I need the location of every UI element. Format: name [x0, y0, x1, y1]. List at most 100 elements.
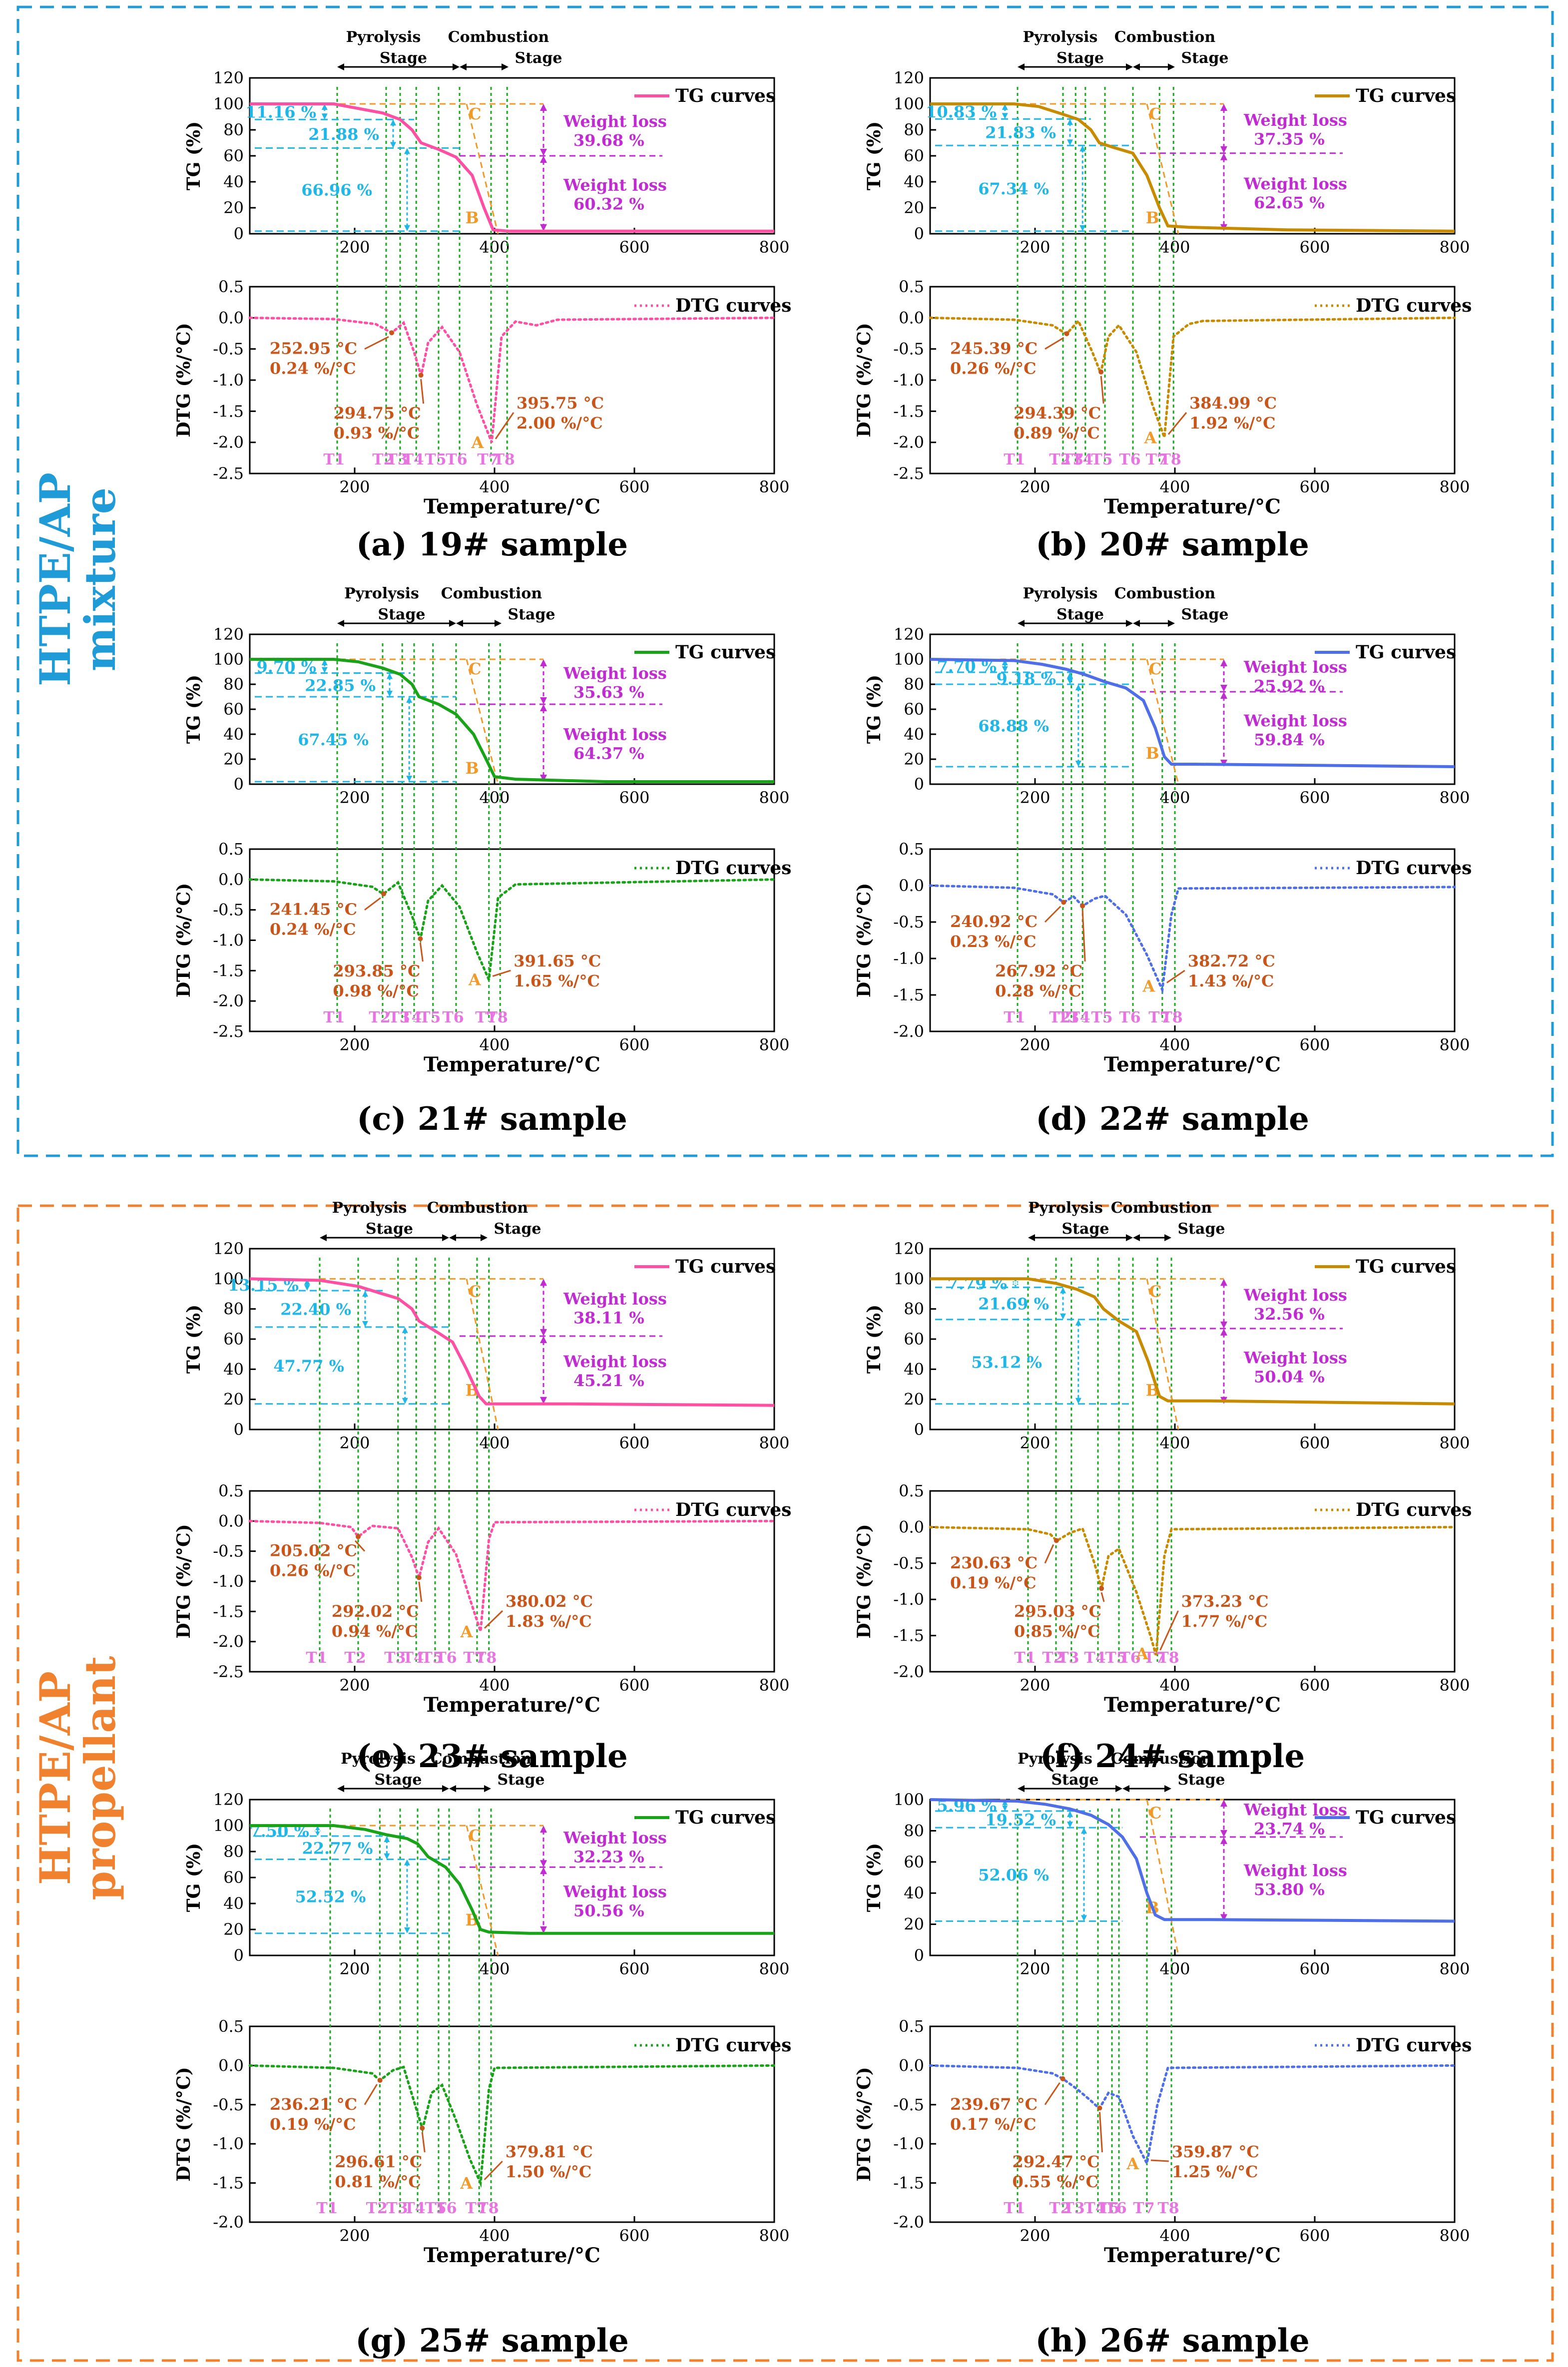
- dtg-legend-label: DTG curves: [675, 295, 791, 316]
- dtg-y-tick-label: 0.0: [218, 870, 244, 889]
- x-tick-label: 400: [479, 238, 510, 257]
- dtg-y-tick-label: -2.0: [213, 433, 244, 452]
- dtg-y-tick-label: -2.0: [893, 1022, 924, 1041]
- stage-word: Stage: [494, 1220, 541, 1238]
- peak-2-rate: 0.94 %/°C: [332, 1622, 418, 1641]
- x-tick-label: 200: [1020, 2226, 1050, 2245]
- x-tick-label: 400: [1159, 238, 1190, 257]
- peak-2-temp: 267.92 °C: [995, 961, 1082, 980]
- dtg-y-tick-label: -1.5: [213, 1602, 244, 1621]
- dtg-y-tick-label: 0.0: [899, 2056, 924, 2075]
- dtg-axes-frame: [929, 1490, 1456, 1673]
- tg-y-tick-label: 20: [223, 1920, 244, 1939]
- tg-y-tick-label: 100: [213, 650, 244, 669]
- peak-2-temp: 293.85 °C: [333, 961, 420, 980]
- weight-loss-label: Weight loss: [1243, 110, 1347, 129]
- point-a-label: A: [471, 433, 485, 452]
- x-tick-label: 400: [479, 477, 510, 496]
- peak-1-temp: 241.45 °C: [270, 900, 357, 919]
- x-axis-label: Temperature/°C: [1104, 1693, 1281, 1717]
- dtg-legend-label: DTG curves: [675, 858, 791, 879]
- stage-word: Stage: [1181, 606, 1228, 623]
- stage-pct-3: 66.96 %: [301, 181, 372, 200]
- dtg-y-tick-label: -2.0: [213, 991, 244, 1010]
- t-label: T6: [435, 1649, 457, 1667]
- tg-y-tick-label: 100: [894, 650, 924, 669]
- t-label: T2: [344, 1649, 366, 1667]
- cyan-arrow-head: [1002, 104, 1008, 119]
- stage-pct-2: 22.40 %: [280, 1300, 351, 1319]
- weight-loss-arrow-head: [1220, 153, 1227, 231]
- peak-2-marker: [416, 1575, 422, 1580]
- weight-loss-arrow-head: [1220, 659, 1227, 692]
- x-tick-label: 400: [479, 1959, 510, 1978]
- tg-y-tick-label: 60: [904, 146, 924, 165]
- dtg-y-tick-label: 0.5: [899, 1481, 924, 1500]
- tg-curve: [930, 658, 1455, 768]
- x-tick-label: 200: [1020, 788, 1050, 807]
- dtg-y-tick-label: -1.0: [213, 371, 244, 390]
- cyan-arrow-head: [387, 673, 393, 697]
- weight-loss-value: 50.56 %: [573, 1901, 644, 1920]
- peak-3-rate: 2.00 %/°C: [517, 414, 603, 433]
- x-tick-label: 200: [339, 788, 370, 807]
- tg-y-tick-label: 100: [894, 1790, 924, 1809]
- peak-3-rate: 1.83 %/°C: [506, 1612, 592, 1631]
- cyan-arrow-head: [321, 659, 328, 673]
- peak-1-marker: [356, 1534, 361, 1539]
- weight-loss-label: Weight loss: [1243, 1861, 1347, 1880]
- tg-y-tick-label: 20: [223, 750, 244, 769]
- x-tick-label: 800: [759, 2226, 789, 2245]
- x-tick-label: 800: [1439, 1035, 1470, 1054]
- peak-2-rate: 0.98 %/°C: [333, 981, 419, 1000]
- weight-loss-label: Weight loss: [563, 1352, 667, 1371]
- panel-4: 200 200 400 400 600 600 800 800 0 20 40 60 80 100 120 0…: [854, 585, 1472, 1138]
- dtg-y-tick-label: -0.5: [893, 1554, 924, 1573]
- point-b-label: B: [466, 759, 479, 778]
- t-label: T3: [384, 1649, 406, 1667]
- tg-y-tick-label: 40: [904, 1360, 924, 1379]
- x-tick-label: 600: [619, 2226, 649, 2245]
- peak-2-rate: 0.93 %/°C: [334, 424, 420, 443]
- tg-axis-label: TG (%): [864, 1305, 885, 1374]
- peak-2-marker: [1097, 2105, 1102, 2111]
- stage-pyrolysis-label: Pyrolysis: [332, 1199, 407, 1217]
- stage-pyrolysis-label: Pyrolysis: [1028, 1199, 1103, 1217]
- dtg-axis-label: DTG (%/°C): [173, 883, 194, 997]
- panel-title: (g) 25# sample: [355, 2322, 629, 2360]
- x-tick-label: 800: [759, 1959, 789, 1978]
- stage-combustion-label: Combustion: [1111, 1750, 1212, 1768]
- stage-pct-3: 68.88 %: [978, 717, 1049, 736]
- tg-extrapolation: [466, 103, 499, 234]
- peak-3-rate: 1.43 %/°C: [1188, 971, 1274, 990]
- tg-y-tick-label: 20: [904, 1390, 924, 1409]
- peak-2-temp: 296.61 °C: [335, 2152, 422, 2171]
- dtg-y-tick-label: -1.5: [213, 2174, 244, 2193]
- stage-pct-2: 19.52 %: [985, 1811, 1056, 1830]
- tg-curve: [249, 1277, 775, 1407]
- tg-y-tick-label: 40: [223, 172, 244, 191]
- weight-loss-value: 37.35 %: [1254, 129, 1325, 148]
- dtg-curve: [248, 1519, 776, 1632]
- peak-1-marker: [389, 330, 395, 336]
- tg-y-tick-label: 80: [223, 120, 244, 139]
- dtg-legend-label: DTG curves: [1356, 295, 1472, 316]
- point-a-label: A: [1142, 976, 1155, 995]
- tg-axis-label: TG (%): [864, 675, 885, 744]
- tg-y-tick-label: 0: [234, 775, 244, 794]
- x-tick-label: 600: [619, 788, 649, 807]
- t-label: T1: [1014, 1649, 1036, 1667]
- tg-y-tick-label: 80: [223, 1300, 244, 1319]
- peak-1-rate: 0.19 %/°C: [950, 1573, 1037, 1592]
- tg-curve: [250, 1824, 774, 1935]
- mixture-group-label: HTPE/AP mixture: [30, 473, 125, 686]
- peak-1-temp: 245.39 °C: [950, 339, 1038, 358]
- point-c-label: C: [1149, 1282, 1161, 1301]
- tg-y-tick-label: 40: [904, 1884, 924, 1902]
- t-label: T4: [1084, 1649, 1105, 1667]
- stage-combustion-label: Combustion: [441, 585, 542, 602]
- stage-pct-3: 47.77 %: [273, 1357, 344, 1376]
- peak-3-temp: 373.23 °C: [1181, 1592, 1269, 1611]
- t-label: T6: [1119, 1649, 1140, 1667]
- cyan-arrow-head: [1067, 672, 1073, 684]
